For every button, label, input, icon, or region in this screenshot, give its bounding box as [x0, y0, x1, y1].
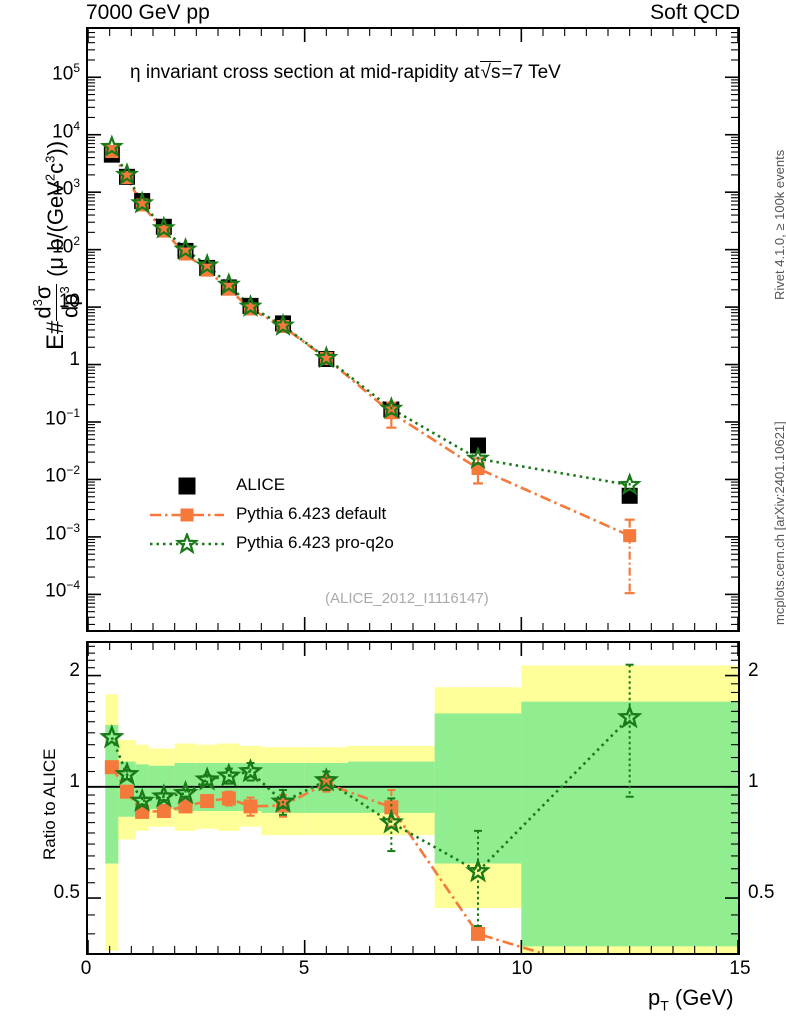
- ratio-ytick-left-2: 0.5: [53, 882, 80, 904]
- main-plot-canvas: [88, 29, 738, 630]
- analysis-id-watermark: (ALICE_2012_I1116147): [325, 590, 489, 607]
- data-point-alice: [470, 437, 486, 454]
- main-ytick-0: 105: [52, 61, 80, 85]
- main-series-line: [110, 146, 630, 487]
- ratio-point-pythia-default: [243, 799, 258, 814]
- xtick-1: 5: [298, 958, 310, 979]
- plot-title-prefix: η invariant cross section at mid-rapidit…: [130, 62, 480, 83]
- main-ytick-2: 103: [52, 176, 80, 200]
- legend-key-star-icon: [150, 532, 224, 554]
- ratio-point-pythia-proq2o: [151, 783, 177, 808]
- main-ytick-7: 10−2: [45, 463, 80, 487]
- main-ytick-5: 1: [69, 348, 80, 370]
- ratio-point-pythia-proq2o: [313, 767, 340, 792]
- main-ytick-9: 10−4: [45, 578, 80, 602]
- ratio-ytick-right-1: 1: [748, 770, 759, 792]
- legend-key-square-icon: [150, 475, 224, 495]
- main-plot-panel: [86, 27, 740, 632]
- data-point-pythia-proq2o: [465, 446, 491, 470]
- data-point-pythia-proq2o: [195, 252, 220, 276]
- band-inner: [434, 713, 522, 864]
- ratio-point-pythia-default: [178, 799, 193, 814]
- ratio-point-pythia-proq2o: [99, 724, 125, 749]
- ratio-point-pythia-proq2o: [237, 758, 264, 783]
- ratio-point-pythia-proq2o: [194, 766, 220, 791]
- data-point-pythia-proq2o: [173, 236, 198, 260]
- ratio-plot-canvas: [88, 643, 738, 953]
- ratio-point-pythia-proq2o: [172, 779, 199, 805]
- data-point-pythia-proq2o: [114, 162, 140, 186]
- header-process: Soft QCD: [650, 1, 740, 24]
- data-point-pythia-proq2o: [151, 215, 176, 239]
- xaxis-label: pT (GeV): [648, 985, 734, 1014]
- data-point-pythia-proq2o: [314, 345, 339, 369]
- main-ytick-1: 104: [52, 118, 80, 143]
- ratio-point-pythia-default: [120, 784, 134, 799]
- ratio-plot-panel: [86, 641, 740, 955]
- ratio-point-pythia-default: [156, 804, 171, 819]
- legend-label-1: Pythia 6.423 default: [236, 503, 387, 523]
- ratio-point-pythia-default: [471, 926, 485, 941]
- ratio-point-pythia-proq2o: [378, 809, 405, 834]
- plot-title-suffix: =7 TeV: [501, 62, 561, 83]
- ratio-point-pythia-proq2o: [114, 761, 140, 786]
- data-point-pythia-proq2o: [216, 272, 241, 295]
- ratio-point-pythia-default: [384, 800, 399, 815]
- ratio-ytick-right-0: 2: [748, 659, 759, 681]
- legend-item-2: Pythia 6.423 pro-q2o: [150, 528, 394, 557]
- legend-key-square-icon: [150, 504, 224, 524]
- ratio-point-pythia-proq2o: [616, 704, 643, 729]
- main-ytick-3: 102: [52, 233, 80, 257]
- ratio-yaxis-label: Ratio to ALICE: [40, 748, 59, 860]
- main-axis-ticks: [88, 29, 738, 630]
- mcplots-source-caption: mcplots.cern.ch [arXiv:2401.10621]: [772, 421, 786, 625]
- sqrt-radical: √s: [479, 61, 502, 83]
- data-point-pythia-default: [623, 529, 637, 543]
- data-point-pythia-proq2o: [379, 396, 404, 419]
- legend-item-0: ALICE: [150, 470, 394, 499]
- xtick-3: 15: [729, 958, 751, 979]
- ratio-axis-ticks: [88, 643, 738, 953]
- xtick-0: 0: [80, 958, 92, 979]
- data-point-pythia-proq2o: [130, 190, 155, 214]
- legend-label-2: Pythia 6.423 pro-q2o: [236, 532, 394, 552]
- ratio-point-pythia-default: [221, 791, 236, 806]
- legend: ALICE Pythia 6.423 default Pythia 6.423 pr…: [150, 470, 394, 557]
- ratio-point-pythia-proq2o: [465, 858, 491, 883]
- data-point-pythia-proq2o: [99, 134, 124, 158]
- plot-title: η invariant cross section at mid-rapidit…: [130, 61, 561, 84]
- data-point-pythia-proq2o: [270, 313, 296, 336]
- ratio-point-pythia-proq2o: [129, 787, 155, 812]
- data-point-pythia-proq2o: [617, 472, 642, 496]
- uncertainty-bands: [105, 665, 738, 953]
- legend-item-1: Pythia 6.423 default: [150, 499, 394, 528]
- ratio-point-pythia-proq2o: [216, 762, 242, 787]
- ratio-point-pythia-proq2o: [270, 788, 296, 813]
- main-ytick-6: 10−1: [45, 406, 80, 430]
- ratio-ytick-left-0: 2: [69, 659, 80, 681]
- ratio-ytick-left-1: 1: [69, 770, 80, 792]
- main-ytick-4: 10: [58, 291, 80, 313]
- ratio-point-pythia-default: [200, 794, 215, 809]
- rivet-version-caption: Rivet 4.1.0, ≥ 100k events: [772, 149, 786, 300]
- band-inner: [105, 724, 119, 864]
- legend-label-0: ALICE: [236, 474, 286, 494]
- ratio-ytick-right-2: 0.5: [748, 882, 775, 904]
- xtick-2: 10: [511, 958, 533, 979]
- main-ytick-8: 10−3: [45, 520, 80, 545]
- header-beam-energy: 7000 GeV pp: [86, 1, 210, 24]
- data-point-pythia-proq2o: [238, 293, 263, 317]
